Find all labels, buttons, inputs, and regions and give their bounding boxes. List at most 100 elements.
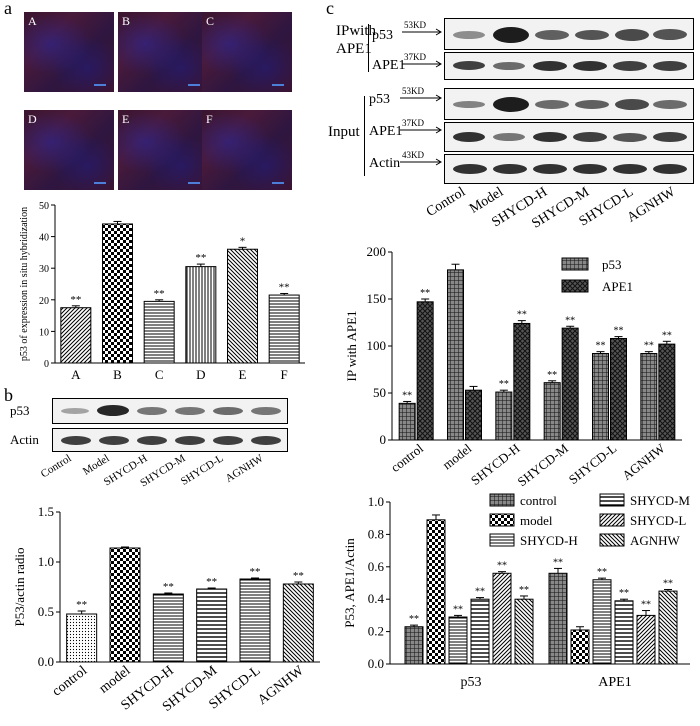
- bar: [282, 583, 314, 663]
- blot-c-input-ape1: [444, 122, 694, 152]
- bar: [196, 588, 228, 663]
- y-tick-label: 10: [39, 327, 49, 338]
- kd-label: 53KD: [404, 20, 426, 30]
- bar: [398, 402, 416, 441]
- y-tick-label: 0.5: [38, 604, 54, 619]
- bar: [447, 269, 464, 441]
- bar: [416, 301, 434, 441]
- chart-a: 0 10 20 30 40 50 p53 of expression in situ hyb…: [19, 201, 305, 382]
- sig-label: **: [70, 294, 81, 306]
- bar: [614, 600, 634, 665]
- legend-label: SHYCD-H: [520, 533, 578, 548]
- y-axis-label: P53, APE1/Actin: [342, 538, 357, 628]
- sig-label: **: [402, 390, 412, 401]
- chart-b: 0.0 0.5 1.0 1.5 P53/actin radio ** control mode…: [12, 504, 320, 715]
- micro-image-a: A: [24, 12, 114, 92]
- y-tick-label: 40: [39, 233, 49, 244]
- sig-label: **: [662, 330, 672, 341]
- x-tick-label: F: [281, 367, 288, 382]
- y-axis-label: p53 of expression in situ hybridization: [19, 207, 30, 361]
- micro-image-d: D: [24, 110, 114, 190]
- legend-swatch: [489, 513, 515, 527]
- y-tick-label: 0.0: [38, 654, 54, 669]
- band: [61, 408, 89, 414]
- micro-label: F: [206, 112, 213, 126]
- y-tick-label: 30: [39, 264, 49, 275]
- band: [453, 31, 485, 39]
- micro-image-b: B: [118, 12, 208, 92]
- micro-label: B: [122, 14, 131, 28]
- band: [575, 30, 609, 40]
- x-tick-label: control: [50, 663, 91, 699]
- band: [137, 436, 167, 445]
- bar: [143, 300, 175, 364]
- band: [613, 61, 647, 71]
- y-tick-label: 100: [367, 338, 387, 353]
- sig-label: **: [409, 614, 419, 625]
- bar: [610, 337, 627, 441]
- bar: [514, 598, 534, 665]
- y-tick-label: 150: [367, 291, 387, 306]
- sig-label: **: [163, 581, 174, 593]
- sig-label: **: [475, 587, 485, 598]
- bar: [592, 579, 612, 665]
- x-tick-label: D: [196, 367, 205, 382]
- legend-label: p53: [602, 257, 622, 272]
- bar: [658, 343, 676, 441]
- blot-c-lane-labels: Control Model SHYCD-H SHYCD-M SHYCD-L AG…: [424, 184, 679, 231]
- legend-swatch: [599, 533, 625, 547]
- bar: [640, 353, 658, 441]
- panel-label-b: b: [4, 385, 13, 405]
- sig-label: **: [517, 310, 527, 321]
- band: [175, 407, 205, 415]
- sig-label: **: [250, 566, 261, 578]
- bar: [658, 590, 678, 665]
- legend-swatch: [599, 493, 625, 507]
- x-tick-label: SHYCD-L: [566, 441, 620, 488]
- lane-label: AGNHW: [625, 184, 679, 226]
- band: [99, 436, 129, 445]
- x-tick-label: model: [97, 663, 134, 696]
- bar: [66, 613, 98, 663]
- sig-label: **: [553, 557, 563, 568]
- scale-bar: [94, 84, 106, 86]
- bar: [561, 327, 579, 441]
- sig-label: **: [497, 561, 507, 572]
- bar: [268, 294, 300, 364]
- band: [613, 164, 647, 174]
- band: [97, 405, 129, 416]
- arrow-head: [435, 60, 442, 68]
- y-tick-label: 0.8: [368, 526, 384, 541]
- micro-label: D: [28, 112, 37, 126]
- y-tick-label: 0.4: [368, 591, 385, 606]
- band: [213, 436, 243, 445]
- kd-arrows: [400, 28, 442, 166]
- arrow-head: [435, 158, 442, 166]
- bar: [543, 382, 561, 441]
- band: [653, 164, 687, 174]
- bracket: [364, 96, 365, 176]
- x-tick-label: model: [440, 440, 475, 472]
- bar: [109, 547, 141, 663]
- micro-image-c: C: [202, 12, 292, 92]
- bar: [152, 593, 184, 663]
- band: [615, 29, 649, 41]
- sig-label: **: [499, 379, 509, 390]
- arrow-head: [435, 126, 442, 134]
- band: [493, 97, 529, 112]
- y-tick-label: 1.0: [38, 554, 54, 569]
- band: [573, 132, 607, 142]
- band: [493, 133, 525, 141]
- bar: [548, 572, 568, 665]
- blot-c-ip-ape1: [444, 52, 694, 80]
- band: [653, 61, 687, 71]
- bar: [239, 578, 271, 663]
- legend-label: SHYCD-M: [630, 493, 690, 508]
- scale-bar: [272, 84, 284, 86]
- sig-label: **: [663, 578, 673, 589]
- y-tick-label: 1.5: [38, 504, 54, 519]
- y-tick-label: 0.0: [368, 656, 384, 671]
- legend-label: model: [520, 513, 553, 528]
- legend-label: APE1: [602, 279, 633, 294]
- blot-c-row-label: APE1: [369, 124, 403, 139]
